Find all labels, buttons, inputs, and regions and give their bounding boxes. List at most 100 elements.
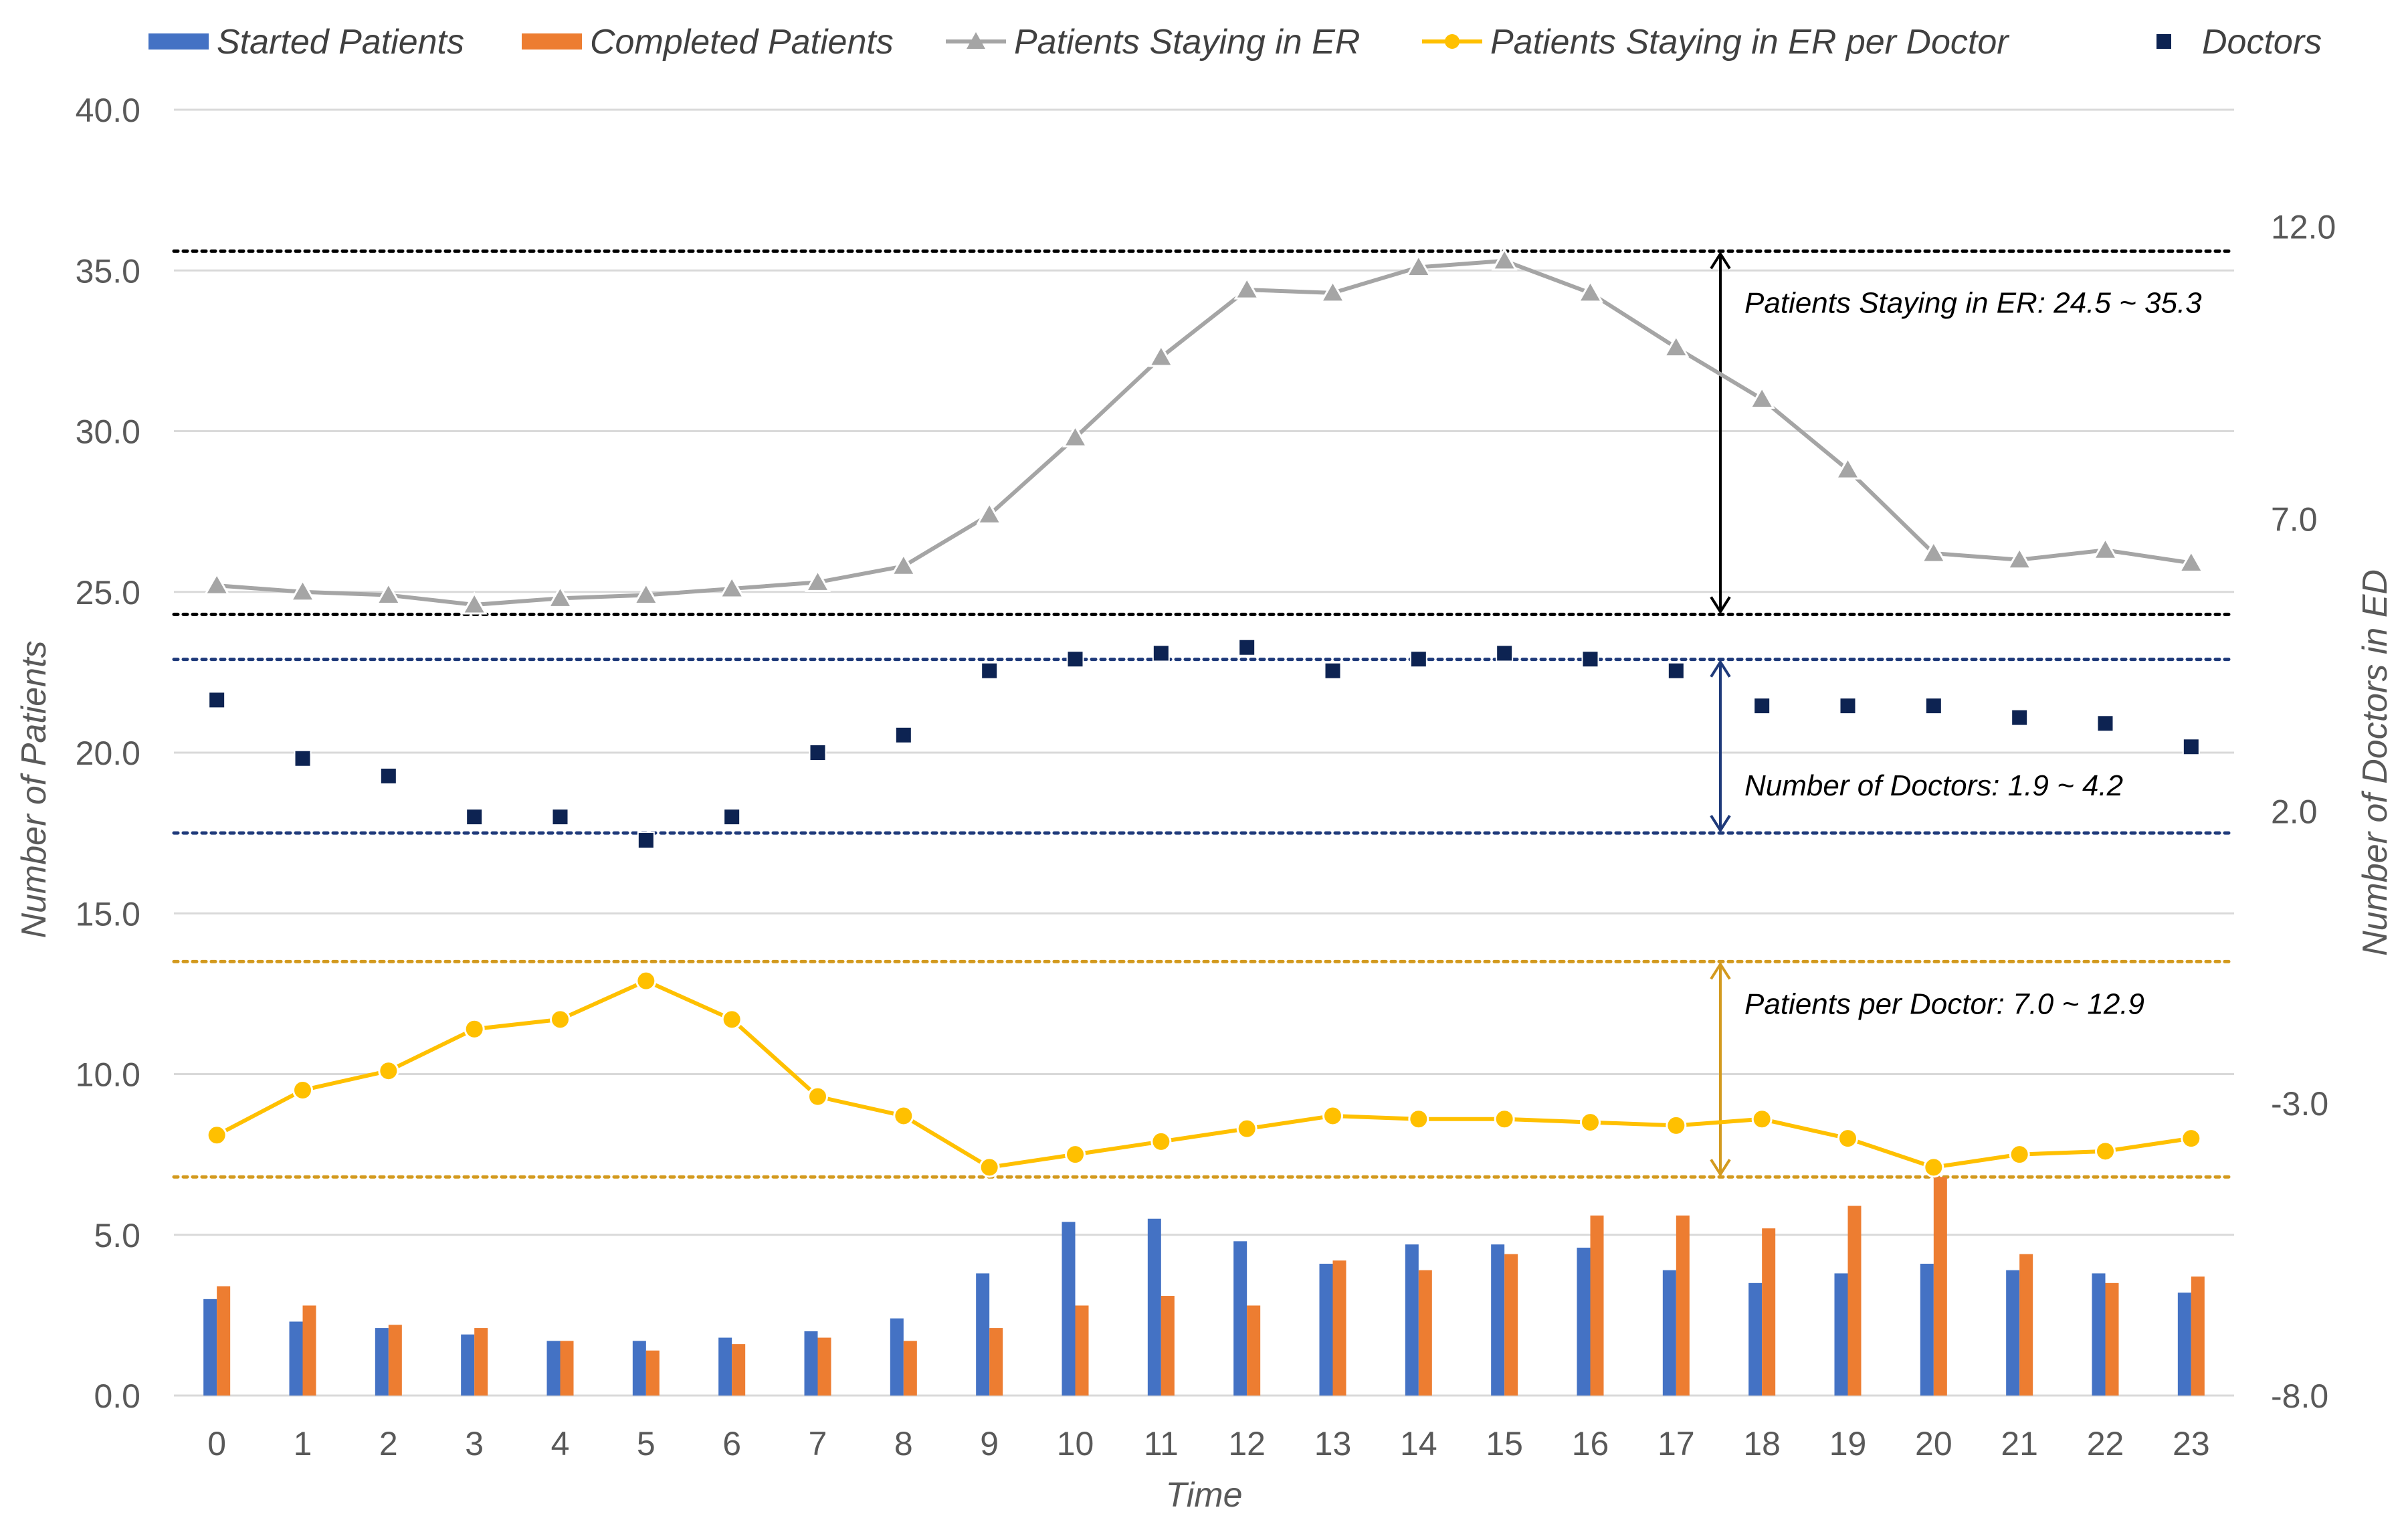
- legend-label: Patients Staying in ER per Doctor: [1490, 23, 2010, 62]
- bar-started-patients: [976, 1273, 990, 1396]
- x-tick-label: 15: [1486, 1425, 1523, 1462]
- bar-completed-patients: [1075, 1305, 1089, 1396]
- triangle-marker: [976, 501, 1003, 524]
- bar-completed-patients: [388, 1325, 402, 1396]
- triangle-marker: [289, 578, 316, 602]
- arrow-head-up: [1710, 659, 1731, 678]
- doctor-point: [1496, 644, 1514, 662]
- legend-item: Patients Staying in ER: [946, 23, 1360, 62]
- doctor-point: [1924, 697, 1942, 715]
- y-tick-label: 5.0: [94, 1217, 140, 1254]
- legend-item: Doctors: [2156, 23, 2322, 62]
- bar-started-patients: [289, 1321, 303, 1396]
- doctor-point: [1238, 638, 1256, 656]
- bar-started-patients: [2006, 1270, 2020, 1396]
- triangle-marker: [633, 581, 660, 605]
- triangle-marker: [1834, 456, 1862, 480]
- lines: [203, 247, 2205, 1178]
- bar-started-patients: [203, 1299, 217, 1396]
- range-annotation: Patients per Doctor: 7.0 ~ 12.9: [1744, 987, 2144, 1020]
- bar-started-patients: [1319, 1263, 1333, 1396]
- circle-marker: [893, 1105, 914, 1127]
- y-tick-label: 40.0: [76, 92, 140, 129]
- triangle-marker: [1748, 385, 1775, 409]
- triangle-marker: [890, 553, 917, 576]
- bar-completed-patients: [2105, 1282, 2119, 1396]
- y-axis-title: Number of Patients: [15, 640, 54, 938]
- circle-marker: [1236, 1118, 1258, 1139]
- bar-started-patients: [632, 1341, 646, 1396]
- x-tick-label: 8: [894, 1425, 913, 1462]
- legend-marker: [1445, 34, 1460, 49]
- x-tick-label: 0: [207, 1425, 226, 1462]
- legend-marker: [967, 32, 985, 49]
- x-tick-label: 18: [1743, 1425, 1781, 1462]
- circle-marker: [979, 1157, 1000, 1178]
- bar-completed-patients: [302, 1305, 316, 1396]
- legend-item: Completed Patients: [522, 23, 894, 62]
- x-tick-label: 17: [1658, 1425, 1695, 1462]
- triangle-marker: [1148, 343, 1175, 367]
- triangle-marker: [2092, 537, 2119, 560]
- bar-started-patients: [546, 1341, 561, 1396]
- y-tick-label: 10.0: [76, 1056, 140, 1094]
- triangle-marker: [1319, 279, 1346, 303]
- y2-axis-title: Number of Doctors in ED: [2356, 569, 2395, 956]
- legend-label: Patients Staying in ER: [1014, 23, 1360, 62]
- y2-tick-label: 2.0: [2271, 793, 2318, 830]
- y2-tick-label: 12.0: [2271, 209, 2336, 246]
- circle-marker: [1150, 1131, 1172, 1152]
- doctor-point: [1839, 697, 1857, 715]
- doctor-point: [1753, 697, 1771, 715]
- doctor-point: [809, 744, 827, 761]
- x-tick-label: 22: [2087, 1425, 2124, 1462]
- bar-started-patients: [1920, 1263, 1934, 1396]
- range-annotation: Patients Staying in ER: 24.5 ~ 35.3: [1744, 286, 2202, 319]
- bar-started-patients: [1147, 1218, 1161, 1396]
- x-tick-label: 6: [722, 1425, 741, 1462]
- bar-started-patients: [1062, 1222, 1076, 1396]
- x-tick-label: 3: [465, 1425, 484, 1462]
- arrow-head-down: [1710, 596, 1731, 615]
- circle-marker: [1837, 1128, 1858, 1149]
- x-tick-label: 12: [1228, 1425, 1266, 1462]
- x-tick-label: 10: [1057, 1425, 1094, 1462]
- bar-started-patients: [1577, 1247, 1591, 1396]
- y-tick-label: 35.0: [76, 252, 140, 290]
- doctor-point: [2182, 738, 2200, 756]
- x-tick-label: 11: [1144, 1425, 1179, 1462]
- circle-marker: [2009, 1144, 2030, 1165]
- doctor-point: [466, 808, 484, 826]
- arrow-head-down: [1710, 815, 1731, 833]
- doctor-point: [723, 808, 741, 826]
- triangle-marker: [1405, 254, 1432, 277]
- bar-started-patients: [1748, 1282, 1763, 1396]
- doctor-point: [1324, 662, 1342, 680]
- bar-started-patients: [375, 1328, 389, 1396]
- triangle-marker: [2006, 546, 2033, 570]
- legend-swatch: [522, 33, 582, 50]
- doctor-point: [379, 767, 397, 785]
- doctor-point: [1667, 662, 1685, 680]
- doctor-point: [637, 832, 655, 850]
- bar-completed-patients: [2191, 1276, 2205, 1396]
- y2-tick-label: -3.0: [2271, 1085, 2328, 1123]
- x-axis-title: Time: [1165, 1476, 1242, 1515]
- bar-completed-patients: [1676, 1215, 1690, 1396]
- circle-marker: [1580, 1112, 1601, 1133]
- arrow-head-up: [1710, 251, 1731, 270]
- bar-completed-patients: [1504, 1254, 1518, 1396]
- triangle-marker: [1920, 540, 1947, 563]
- bar-started-patients: [461, 1334, 475, 1396]
- legend: Started Patients Completed Patients Patien…: [148, 23, 2322, 62]
- legend-item: Patients Staying in ER per Doctor: [1422, 23, 2010, 62]
- triangle-marker: [461, 591, 488, 615]
- bar-completed-patients: [2019, 1254, 2033, 1396]
- bar-completed-patients: [1590, 1215, 1604, 1396]
- circle-marker: [292, 1080, 313, 1101]
- circle-marker: [464, 1018, 485, 1040]
- legend-label: Started Patients: [217, 23, 464, 62]
- series-line-patients-staying-in-er: [216, 258, 2192, 607]
- x-tick-label: 20: [1915, 1425, 1952, 1462]
- x-tick-label: 1: [294, 1425, 312, 1462]
